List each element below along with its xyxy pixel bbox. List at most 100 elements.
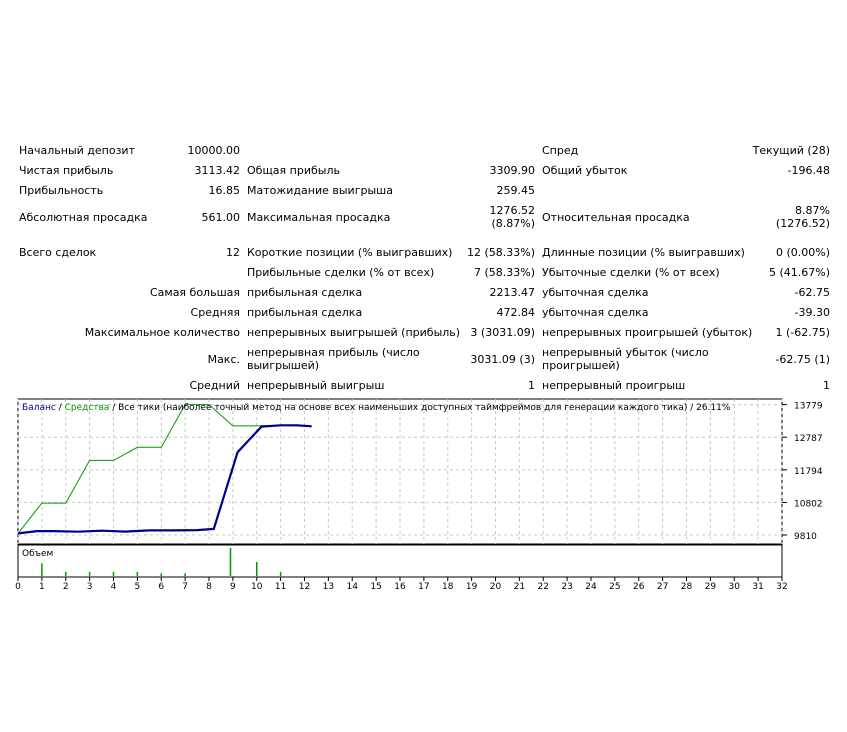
profit-trades-label: Прибыльные сделки (% от всех) [247, 266, 435, 279]
x-tick-label: 14 [347, 582, 359, 592]
chart-legend: Баланс / Средства / Все тики (наиболее т… [22, 403, 731, 413]
maximal-drawdown-value: 1276.52 [489, 204, 536, 217]
average-profit-label: прибыльная сделка [247, 306, 363, 319]
x-tick-label: 19 [466, 582, 478, 592]
x-tick-label: 17 [418, 582, 429, 592]
relative-drawdown-percent: 8.87% [795, 204, 830, 217]
absolute-drawdown-label: Абсолютная просадка [19, 211, 148, 224]
x-tick-label: 5 [135, 582, 141, 592]
y-tick-label: 13779 [794, 402, 823, 412]
max-count-label: Максимальное количество [84, 326, 240, 339]
gross-profit-value: 3309.90 [489, 164, 536, 177]
largest-profit-value: 2213.47 [489, 286, 536, 299]
profit-factor-value: 16.85 [208, 184, 241, 197]
avg-losses-label: непрерывный проигрыш [542, 379, 686, 392]
max-amount-label: Макс. [207, 353, 240, 366]
maximal-drawdown-label: Максимальная просадка [247, 211, 391, 224]
x-tick-label: 28 [681, 582, 693, 592]
gross-profit-label: Общая прибыль [247, 164, 340, 177]
largest-loss-label: убыточная сделка [542, 286, 649, 299]
loss-trades-label: Убыточные сделки (% от всех) [542, 266, 720, 279]
max-profit-value: 3031.09 (3) [470, 353, 535, 366]
balance-line [17, 424, 312, 535]
y-tick-label: 9810 [794, 532, 817, 542]
x-tick-label: 25 [609, 582, 620, 592]
gross-loss-value: -196.48 [787, 164, 830, 177]
max-loss-label: непрерывный убыток (число проигрышей) [542, 346, 709, 372]
short-positions-label: Короткие позиции (% выигравших) [247, 246, 453, 259]
report-stats: Начальный депозит 10000.00 Спред Текущий… [19, 144, 830, 392]
y-tick-label: 11794 [794, 467, 823, 477]
volume-bars [41, 548, 282, 576]
average-loss-value: -39.30 [794, 306, 830, 319]
max-wins-label: непрерывных выигрышей (прибыль) [247, 326, 461, 339]
x-tick-label: 21 [514, 582, 525, 592]
x-tick-label: 8 [206, 582, 212, 592]
x-tick-label: 24 [585, 582, 597, 592]
avg-wins-value: 1 [528, 379, 535, 392]
x-tick-label: 10 [251, 582, 263, 592]
gross-loss-label: Общий убыток [542, 164, 628, 177]
y-axis-ticks: 13779 12787 11794 10802 9810 [782, 402, 823, 542]
equity-line [17, 404, 305, 534]
x-tick-label: 12 [299, 582, 310, 592]
x-tick-label: 32 [776, 582, 787, 592]
x-tick-label: 27 [657, 582, 668, 592]
x-tick-label: 22 [538, 582, 549, 592]
avg-consecutive-label: Средний [189, 379, 240, 392]
largest-profit-label: прибыльная сделка [247, 286, 363, 299]
long-positions-label: Длинные позиции (% выигравших) [542, 246, 745, 259]
y-tick-label: 10802 [794, 499, 823, 509]
x-tick-label: 9 [230, 582, 236, 592]
largest-label: Самая большая [149, 286, 240, 299]
absolute-drawdown-value: 561.00 [201, 211, 241, 224]
x-tick-label: 11 [275, 582, 286, 592]
x-tick-label: 23 [561, 582, 572, 592]
x-tick-label: 7 [182, 582, 188, 592]
grid [17, 399, 783, 544]
loss-trades-value: 5 (41.67%) [768, 266, 830, 279]
relative-drawdown-value: (1276.52) [775, 217, 830, 230]
y-tick-label: 12787 [794, 434, 823, 444]
average-loss-label: убыточная сделка [542, 306, 649, 319]
net-profit-value: 3113.42 [194, 164, 241, 177]
expected-payoff-value: 259.45 [496, 184, 536, 197]
x-axis-ticks: 0 1 2 3 4 5 6 7 8 9 10 11 12 13 14 15 16 17 18 19 20 21 22 23 24… [15, 577, 788, 592]
total-trades-label: Всего сделок [19, 246, 97, 259]
spread-label: Спред [542, 144, 579, 157]
x-tick-label: 30 [729, 582, 741, 592]
total-trades-value: 12 [226, 246, 240, 259]
avg-losses-value: 1 [823, 379, 830, 392]
net-profit-label: Чистая прибыль [19, 164, 114, 177]
maximal-drawdown-percent: (8.87%) [491, 217, 535, 230]
short-positions-value: 12 (58.33%) [466, 246, 535, 259]
avg-wins-label: непрерывный выигрыш [247, 379, 385, 392]
x-tick-label: 1 [39, 582, 45, 592]
x-tick-label: 6 [158, 582, 164, 592]
legend-equity: Средства [65, 403, 110, 413]
x-tick-label: 13 [323, 582, 334, 592]
max-losses-label: непрерывных проигрышей (убыток) [542, 326, 753, 339]
max-wins-value: 3 (3031.09) [470, 326, 535, 339]
spread-value: Текущий (28) [752, 144, 830, 157]
volume-label: Объем [22, 549, 53, 559]
profit-factor-label: Прибыльность [19, 184, 104, 197]
x-tick-label: 31 [752, 582, 763, 592]
average-label: Средняя [190, 306, 240, 319]
x-tick-label: 20 [490, 582, 502, 592]
x-tick-label: 15 [370, 582, 381, 592]
max-loss-value: -62.75 (1) [775, 353, 830, 366]
largest-loss-value: -62.75 [794, 286, 830, 299]
x-tick-label: 4 [111, 582, 117, 592]
series-lines [17, 404, 312, 535]
x-tick-label: 3 [87, 582, 93, 592]
long-positions-value: 0 (0.00%) [775, 246, 830, 259]
max-profit-label: непрерывная прибыль (число выигрышей) [247, 346, 420, 372]
profit-trades-value: 7 (58.33%) [473, 266, 535, 279]
relative-drawdown-label: Относительная просадка [542, 211, 690, 224]
x-tick-label: 26 [633, 582, 645, 592]
max-losses-value: 1 (-62.75) [775, 326, 830, 339]
x-tick-label: 18 [442, 582, 454, 592]
average-profit-value: 472.84 [496, 306, 536, 319]
